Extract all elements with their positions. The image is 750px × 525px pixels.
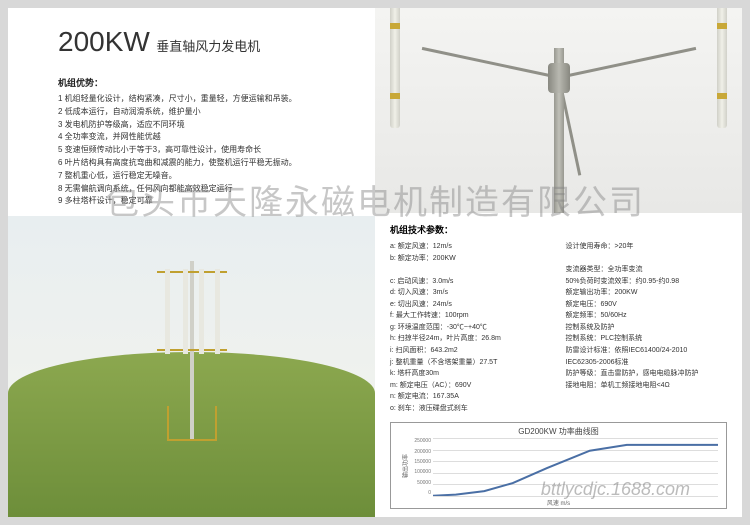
spec-row xyxy=(566,253,728,265)
title-block: 200KW 垂直轴风力发电机 xyxy=(8,8,375,68)
spec-row: a: 额定风速：12m/s xyxy=(390,241,552,253)
spec-row: e: 切出风速：24m/s xyxy=(390,299,552,311)
watermark-url: bttlycdjc.1688.com xyxy=(541,479,690,500)
spec-row: f: 最大工作转速：100rpm xyxy=(390,310,552,322)
spec-row xyxy=(390,264,552,276)
render-image xyxy=(375,8,742,213)
specs-section: 机组技术参数： a: 额定风速：12m/sb: 额定功率：200KW c: 启动… xyxy=(375,213,742,419)
chart-yaxis: 250000 200000 150000 100000 50000 0 xyxy=(409,438,431,496)
spec-row: 防护等级：直击雷防护，感电电缆脉冲防护 xyxy=(566,368,728,380)
spec-row: IEC62305-2006标准 xyxy=(566,357,728,369)
spec-row: 防雷设计标准：依照IEC61400/24-2010 xyxy=(566,345,728,357)
title-power: 200KW xyxy=(58,26,150,57)
spec-row: n: 额定电流：167.35A xyxy=(390,391,552,403)
spec-row: 额定输出功率：200KW xyxy=(566,287,728,299)
advantages-section: 机组优势： 1 机组轻量化设计，结构紧凑，尺寸小，重量轻，方便运输和吊装。2 低… xyxy=(8,68,375,216)
advantage-item: 7 整机重心低，运行稳定无噪音。 xyxy=(58,170,375,183)
spec-row: 50%负荷时变流效率：约0.95-约0.98 xyxy=(566,276,728,288)
advantage-item: 6 叶片结构具有高度抗弯曲和减震的能力，使整机运行平稳无振动。 xyxy=(58,157,375,170)
chart-title: GD200KW 功率曲线图 xyxy=(391,426,726,437)
spec-row: 控制系统：PLC控制系统 xyxy=(566,333,728,345)
advantage-item: 5 变速恒频传动比小于等于3，高可靠性设计，使用寿命长 xyxy=(58,144,375,157)
spec-row: g: 环境温度范围：-30℃~+40℃ xyxy=(390,322,552,334)
specs-right-col: 设计使用寿命：>20年 变流器类型：全功率变流50%负荷时变流效率：约0.95-… xyxy=(566,241,728,414)
ytick: 0 xyxy=(409,490,431,496)
left-column: 200KW 垂直轴风力发电机 机组优势： 1 机组轻量化设计，结构紧凑，尺寸小，… xyxy=(8,8,375,517)
advantage-item: 3 发电机防护等级高，适应不同环境 xyxy=(58,119,375,132)
spec-row: 设计使用寿命：>20年 xyxy=(566,241,728,253)
advantages-heading: 机组优势： xyxy=(58,76,375,89)
ytick: 50000 xyxy=(409,480,431,486)
advantage-item: 9 多柱塔杆设计，稳定可靠 xyxy=(58,195,375,208)
spec-row: c: 启动风速：3.0m/s xyxy=(390,276,552,288)
advantage-item: 2 低成本运行，自动润滑系统，维护量小 xyxy=(58,106,375,119)
turbine-photo-icon xyxy=(157,261,227,441)
spec-row: j: 整机重量（不含塔架重量）27.5T xyxy=(390,357,552,369)
ytick: 200000 xyxy=(409,449,431,455)
right-column: 机组技术参数： a: 额定风速：12m/sb: 额定功率：200KW c: 启动… xyxy=(375,8,742,517)
spec-row: 接地电阻：单机工频接地电阻<4Ω xyxy=(566,380,728,392)
spec-row: 额定电压：690V xyxy=(566,299,728,311)
spec-row: i: 扫风面积：643.2m2 xyxy=(390,345,552,357)
specs-heading: 机组技术参数： xyxy=(390,223,727,236)
product-sheet: 200KW 垂直轴风力发电机 机组优势： 1 机组轻量化设计，结构紧凑，尺寸小，… xyxy=(8,8,742,517)
spec-row: k: 塔杆高度30m xyxy=(390,368,552,380)
spec-row: m: 额定电压（AC）：690V xyxy=(390,380,552,392)
spec-row: 变流器类型：全功率变流 xyxy=(566,264,728,276)
ytick: 150000 xyxy=(409,459,431,465)
advantage-item: 1 机组轻量化设计，结构紧凑，尺寸小，重量轻，方便运输和吊装。 xyxy=(58,93,375,106)
spec-row: 控制系统及防护 xyxy=(566,322,728,334)
advantages-list: 1 机组轻量化设计，结构紧凑，尺寸小，重量轻，方便运输和吊装。2 低成本运行，自… xyxy=(58,93,375,208)
specs-left-col: a: 额定风速：12m/sb: 额定功率：200KW c: 启动风速：3.0m/… xyxy=(390,241,552,414)
spec-row: b: 额定功率：200KW xyxy=(390,253,552,265)
spec-row: d: 切入风速：3m/s xyxy=(390,287,552,299)
spec-row: o: 刹车：液压碟盘式刹车 xyxy=(390,403,552,415)
field-photo xyxy=(8,216,375,517)
advantage-item: 8 无需偏航调向系统，任何风向都能高效稳定运行 xyxy=(58,183,375,196)
title-name: 垂直轴风力发电机 xyxy=(156,39,260,54)
spec-row: 额定频率：50/60Hz xyxy=(566,310,728,322)
ytick: 250000 xyxy=(409,438,431,444)
ytick: 100000 xyxy=(409,469,431,475)
advantage-item: 4 全功率变流，并网性能优越 xyxy=(58,131,375,144)
spec-row: h: 扫掠半径24m，叶片高度：26.8m xyxy=(390,333,552,345)
